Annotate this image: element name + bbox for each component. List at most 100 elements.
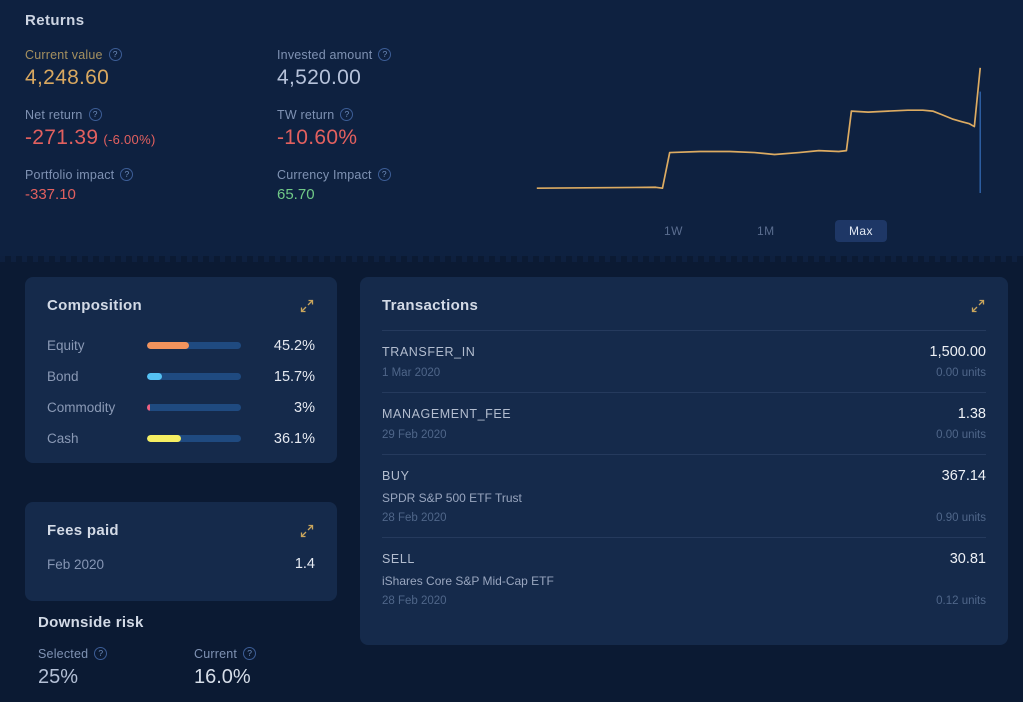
transaction-amount: 30.81 [949,551,986,567]
stat-label-row: Current? [194,645,350,662]
stat-label: Currency Impact [277,167,372,182]
composition-bar-fill [147,404,150,411]
downside-risk-title: Downside risk [38,614,144,631]
stat-current-value: Current value? 4,248.60 [25,46,277,106]
transaction-row-bottom: 1 Mar 2020 0.00 units [382,367,986,379]
transaction-amount: 1.38 [957,406,986,422]
transaction-units: 0.12 units [936,595,986,607]
expand-icon[interactable] [970,298,986,314]
transaction-row-transfer-in[interactable]: TRANSFER_IN 1,500.00 1 Mar 2020 0.00 units [382,330,986,392]
performance-chart[interactable] [533,56,991,198]
range-button-1w[interactable]: 1W [664,220,683,242]
composition-percentage: 3% [294,399,315,416]
transactions-card-header: Transactions [360,277,1008,314]
stat-label: Portfolio impact [25,167,115,182]
range-button-max[interactable]: Max [835,220,887,242]
stat-label-row: Portfolio impact? [25,166,277,183]
help-icon[interactable]: ? [120,168,134,181]
stat-label-row: Selected? [38,645,194,662]
composition-bar [147,435,241,442]
stat-label: Invested amount [277,47,373,62]
transaction-row-bottom: 28 Feb 2020 0.90 units [382,512,986,524]
stat-label: TW return [277,107,335,122]
transaction-date: 28 Feb 2020 [382,512,447,524]
expand-icon[interactable] [299,298,315,314]
composition-percentage: 15.7% [273,368,315,385]
stat-label: Net return [25,107,83,122]
composition-bar-fill [147,435,181,442]
transaction-row-top: SELL 30.81 [382,551,986,567]
stat-value-main: -10.60% [277,126,358,149]
stat-value: 25% [38,666,79,688]
help-icon[interactable]: ? [108,48,122,61]
transaction-type: SELL [382,552,415,566]
transaction-row-top: TRANSFER_IN 1,500.00 [382,344,986,360]
help-icon[interactable]: ? [88,108,102,121]
portfolio-value-line [536,67,982,190]
fees-card-header: Fees paid [25,502,337,539]
composition-bar-fill [147,373,162,380]
stat-label-row: Invested amount? [277,46,577,63]
help-icon[interactable]: ? [378,48,392,61]
stat-label: Selected [38,646,89,661]
stat-value: -337.10 [25,186,277,203]
downside-stat-selected: Selected? 25% [38,645,194,689]
stat-value-main: 65.70 [277,186,315,203]
transaction-amount: 367.14 [941,468,986,484]
transaction-date: 1 Mar 2020 [382,367,441,379]
expand-icon[interactable] [299,523,315,539]
composition-percentage: 36.1% [273,430,315,447]
fees-rows: Feb 2020 1.4 [25,539,337,572]
composition-row-bond: Bond 15.7% [47,361,315,392]
transaction-row-management-fee[interactable]: MANAGEMENT_FEE 1.38 29 Feb 2020 0.00 units [382,392,986,454]
range-button-1m[interactable]: 1M [757,220,774,242]
transaction-units: 0.00 units [936,429,986,441]
transaction-type: MANAGEMENT_FEE [382,407,512,421]
composition-card: Composition Equity 45.2% Bond 15.7% Commodit… [25,277,337,463]
transactions-card: Transactions TRANSFER_IN 1,500.00 1 Mar 20… [360,277,1008,645]
fees-row: Feb 2020 1.4 [25,539,337,572]
stat-value-main: -337.10 [25,186,76,203]
transaction-row-top: MANAGEMENT_FEE 1.38 [382,406,986,422]
transactions-title: Transactions [382,297,479,314]
composition-row-equity: Equity 45.2% [47,330,315,361]
fees-period-label: Feb 2020 [47,556,105,572]
help-icon[interactable]: ? [340,108,354,121]
stat-portfolio-impact: Portfolio impact? -337.10 [25,166,277,226]
transaction-date: 28 Feb 2020 [382,595,447,607]
stat-currency-impact: Currency Impact? 65.70 [277,166,577,226]
transaction-row-buy[interactable]: BUY 367.14 SPDR S&P 500 ETF Trust 28 Feb 20… [382,454,986,537]
transaction-row-bottom: 28 Feb 2020 0.12 units [382,595,986,607]
returns-title: Returns [25,12,85,29]
composition-bar [147,342,241,349]
transaction-row-sell[interactable]: SELL 30.81 iShares Core S&P Mid-Cap ETF 28 … [382,537,986,620]
transaction-type: BUY [382,469,410,483]
transaction-date: 29 Feb 2020 [382,429,447,441]
help-icon[interactable]: ? [377,168,391,181]
downside-stat-current: Current? 16.0% [194,645,350,689]
composition-bar [147,373,241,380]
fees-amount: 1.4 [294,556,315,572]
transaction-amount: 1,500.00 [929,344,986,360]
returns-section: Returns Current value? 4,248.60 Net return… [0,0,1023,262]
composition-rows: Equity 45.2% Bond 15.7% Commodity 3% Cash 36.1% [25,314,337,454]
transaction-units: 0.00 units [936,367,986,379]
composition-asset-label: Bond [47,369,79,384]
composition-row-cash: Cash 36.1% [47,423,315,454]
stat-label-row: Currency Impact? [277,166,577,183]
help-icon[interactable]: ? [94,647,108,660]
composition-asset-label: Equity [47,338,85,353]
stat-value-main: 4,520.00 [277,66,362,89]
stat-value: -10.60% [277,126,577,150]
downside-risk-section: Downside risk Selected? 25% Current? 16.0% [38,614,350,689]
chart-range-buttons: 1W 1M Max [0,220,1023,244]
transaction-row-bottom: 29 Feb 2020 0.00 units [382,429,986,441]
stat-net-return: Net return? -271.39 (-6.00%) [25,106,277,166]
transaction-row-top: BUY 367.14 [382,468,986,484]
stat-label-row: Net return? [25,106,277,123]
stat-label: Current [194,646,238,661]
stat-value-suffix: (-6.00%) [103,132,156,147]
help-icon[interactable]: ? [243,647,257,660]
transaction-units: 0.90 units [936,512,986,524]
fees-paid-title: Fees paid [47,522,119,539]
